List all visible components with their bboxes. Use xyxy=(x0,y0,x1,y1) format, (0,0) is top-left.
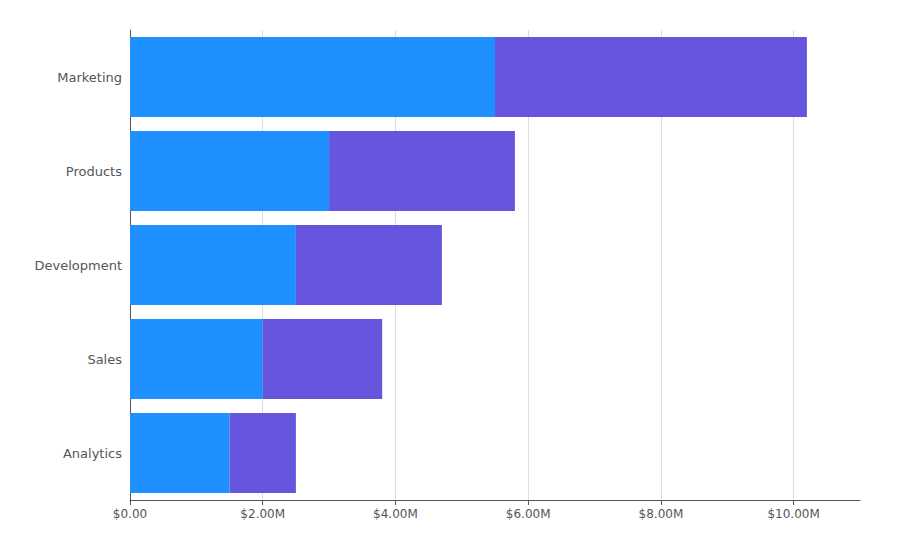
svg-text:$6.00M: $6.00M xyxy=(506,507,551,521)
svg-text:$0.00: $0.00 xyxy=(113,507,147,521)
svg-text:Marketing: Marketing xyxy=(57,70,122,85)
svg-text:$4.00M: $4.00M xyxy=(373,507,418,521)
svg-text:Sales: Sales xyxy=(87,352,122,367)
svg-text:$2.00M: $2.00M xyxy=(240,507,285,521)
svg-text:Development: Development xyxy=(34,258,122,273)
svg-text:Analytics: Analytics xyxy=(63,446,122,461)
svg-text:$8.00M: $8.00M xyxy=(639,507,684,521)
svg-text:Products: Products xyxy=(66,164,122,179)
svg-text:$10.00M: $10.00M xyxy=(767,507,819,521)
